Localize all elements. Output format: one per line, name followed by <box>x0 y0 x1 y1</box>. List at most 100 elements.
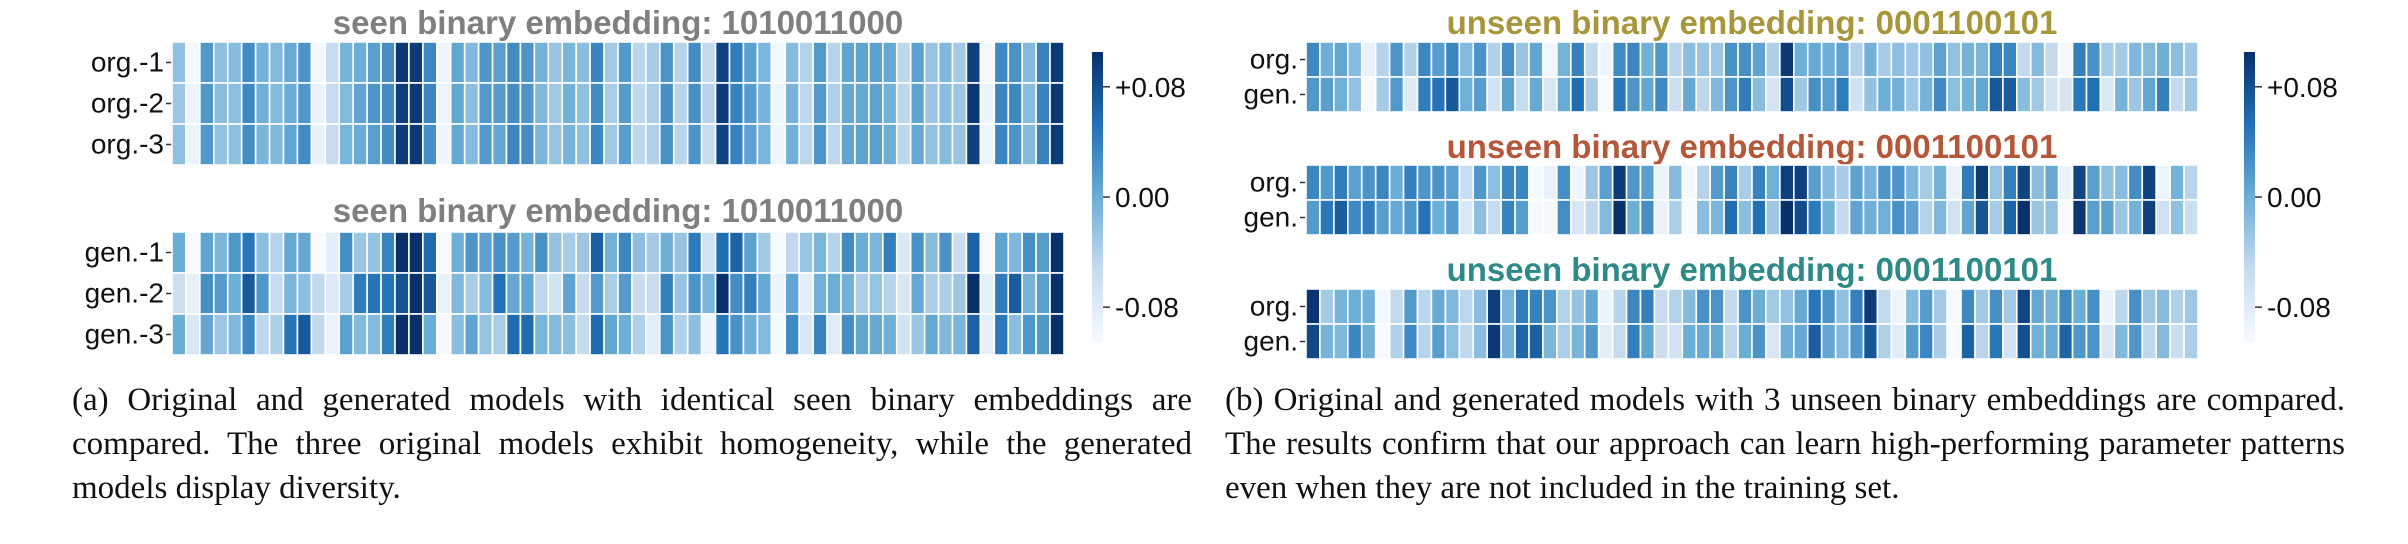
heatmap-cell <box>422 41 438 84</box>
heatmap-cell <box>1360 164 1377 201</box>
heatmap-cell <box>1597 164 1614 201</box>
heatmap-cell <box>951 82 968 125</box>
heatmap-cell <box>1486 164 1502 201</box>
heatmap-cell <box>993 41 1010 84</box>
heatmap-cell <box>826 82 842 125</box>
heatmap-cell <box>2099 199 2116 236</box>
heatmap-cell <box>2002 164 2018 201</box>
heatmap-cell <box>1765 288 1781 325</box>
heatmap-cell <box>909 41 926 84</box>
heatmap-cell <box>1806 323 1823 360</box>
heatmap-cell <box>1035 272 1051 315</box>
heatmap-cell <box>700 272 717 315</box>
heatmap-cell <box>1556 199 1572 236</box>
heatmap-cell <box>700 82 717 125</box>
caption-b: (b) Original and generated models with 3… <box>1225 382 2345 506</box>
heatmap-title: unseen binary embedding: 0001100101 <box>1447 4 2058 41</box>
heatmap-cell <box>645 41 661 84</box>
heatmap-cell <box>380 41 396 84</box>
heatmap-cell <box>1974 323 1990 360</box>
heatmap-cell <box>1416 41 1433 78</box>
heatmap-cell <box>1472 199 1488 236</box>
heatmap-cell <box>380 231 396 274</box>
heatmap-cell <box>2127 76 2144 113</box>
heatmap-cell <box>463 313 480 356</box>
heatmap-cell <box>742 272 759 315</box>
heatmap-cell <box>226 272 243 315</box>
heatmap-cell <box>1319 323 1335 360</box>
heatmap-cell <box>1667 41 1684 78</box>
heatmap-cell <box>1723 76 1739 113</box>
heatmap-cell <box>2016 323 2032 360</box>
heatmap-cell <box>1737 41 1753 78</box>
heatmap-cell <box>993 231 1010 274</box>
heatmap-cell <box>1625 323 1642 360</box>
heatmap-cell <box>1611 76 1628 113</box>
heatmap-cell <box>589 123 605 166</box>
heatmap-cell <box>505 313 522 356</box>
heatmap-cell <box>1444 199 1461 236</box>
heatmap-cell <box>826 123 842 166</box>
heatmap-cell <box>1625 164 1642 201</box>
heatmap-cell <box>2057 41 2074 78</box>
heatmap-cell <box>2029 41 2046 78</box>
heatmap-cell <box>1583 41 1600 78</box>
colorbar-gradient <box>1092 52 1103 342</box>
heatmap-cell <box>1904 164 1921 201</box>
heatmap-cell <box>1486 199 1502 236</box>
heatmap-cell <box>2113 76 2130 113</box>
heatmap-cell <box>491 82 508 125</box>
heatmap-cell <box>1890 323 1907 360</box>
heatmap-cell <box>1542 76 1558 113</box>
heatmap-cell <box>1737 199 1753 236</box>
heatmap-cell <box>1528 164 1544 201</box>
heatmap-cell <box>756 41 773 84</box>
heatmap-cell <box>1625 41 1642 78</box>
heatmap-cell <box>1514 199 1530 236</box>
heatmap-cell <box>2127 323 2144 360</box>
heatmap-cell <box>171 272 187 315</box>
heatmap-cell <box>380 313 396 356</box>
heatmap-cell <box>1430 164 1447 201</box>
heatmap-cell <box>226 313 243 356</box>
row-label: org.-2 <box>91 88 164 119</box>
heatmap-cell <box>1430 288 1447 325</box>
heatmap-cell <box>1667 288 1684 325</box>
heatmap-cell <box>882 123 898 166</box>
heatmap-cell <box>1583 199 1600 236</box>
heatmap-cell <box>686 41 703 84</box>
heatmap-cell <box>742 313 759 356</box>
heatmap-cell <box>380 123 396 166</box>
heatmap-cell <box>672 313 689 356</box>
heatmap-cell <box>1333 199 1349 236</box>
heatmap-cell <box>645 231 661 274</box>
heatmap-cell <box>826 231 842 274</box>
heatmap-cell <box>338 272 354 315</box>
heatmap-cell <box>2099 323 2116 360</box>
heatmap-cell <box>408 41 424 84</box>
heatmap-cell <box>631 123 647 166</box>
heatmap-cell <box>310 313 327 356</box>
heatmap-cell <box>589 231 605 274</box>
heatmap-cell <box>1639 199 1656 236</box>
heatmap-cell <box>1932 41 1948 78</box>
heatmap-cell <box>282 313 299 356</box>
heatmap-cell <box>1639 76 1656 113</box>
heatmap-cell <box>854 123 870 166</box>
heatmap-cell <box>1570 164 1586 201</box>
heatmap-cell <box>1890 76 1907 113</box>
heatmap-cell <box>324 41 341 84</box>
heatmap-cell <box>1388 199 1405 236</box>
heatmap-cell <box>714 231 731 274</box>
heatmap-cell <box>589 272 605 315</box>
heatmap-cell <box>756 231 773 274</box>
heatmap-cell <box>1765 41 1781 78</box>
heatmap-cell <box>882 231 898 274</box>
heatmap-cell <box>1834 323 1851 360</box>
heatmap-cell <box>561 41 577 84</box>
heatmap-cell <box>352 272 368 315</box>
heatmap-cell <box>951 272 968 315</box>
heatmap-cell <box>240 313 257 356</box>
heatmap-cell <box>1611 41 1628 78</box>
heatmap-cell <box>547 41 564 84</box>
